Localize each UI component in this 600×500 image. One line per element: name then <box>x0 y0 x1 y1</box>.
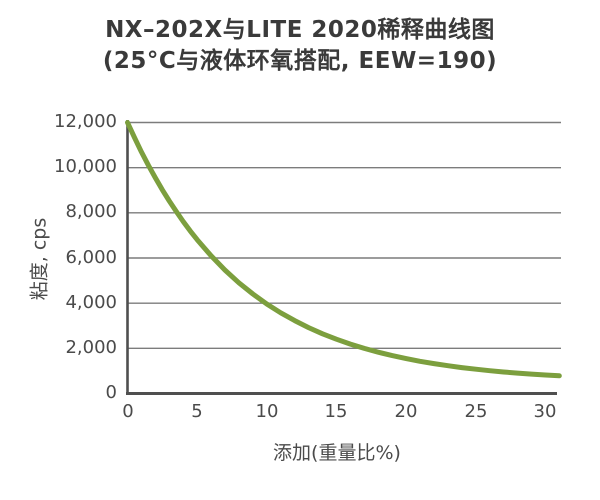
x-tick-label-10: 10 <box>255 401 279 422</box>
y-tick-label-12000: 12,000 <box>54 111 117 132</box>
y-axis-title: 粘度, cps <box>28 217 51 301</box>
chart-title-block: NX–202X与LITE 2020稀释曲线图 (25°C与液体环氧搭配, EEW… <box>0 15 600 77</box>
y-tick-label-2000: 2,000 <box>65 337 117 358</box>
x-tick-label-15: 15 <box>324 401 348 422</box>
x-tick-label-20: 20 <box>394 401 418 422</box>
y-tick-label-6000: 6,000 <box>65 247 117 268</box>
chart-title-line2: (25°C与液体环氧搭配, EEW=190) <box>102 48 498 74</box>
x-tick-label-0: 0 <box>122 401 134 422</box>
gridlines <box>127 121 561 349</box>
x-tick-label-25: 25 <box>464 401 488 422</box>
y-tick-label-0: 0 <box>105 382 117 403</box>
y-tick-label-8000: 8,000 <box>65 201 117 222</box>
y-tick-label-4000: 4,000 <box>65 292 117 313</box>
chart-title-line1: NX–202X与LITE 2020稀释曲线图 <box>105 17 495 43</box>
x-axis-title: 添加(重量比%) <box>273 442 401 464</box>
x-tick-label-5: 5 <box>191 401 203 422</box>
y-tick-label-10000: 10,000 <box>54 156 117 177</box>
viscosity-curve <box>125 120 562 379</box>
x-tick-label-30: 30 <box>533 401 557 422</box>
